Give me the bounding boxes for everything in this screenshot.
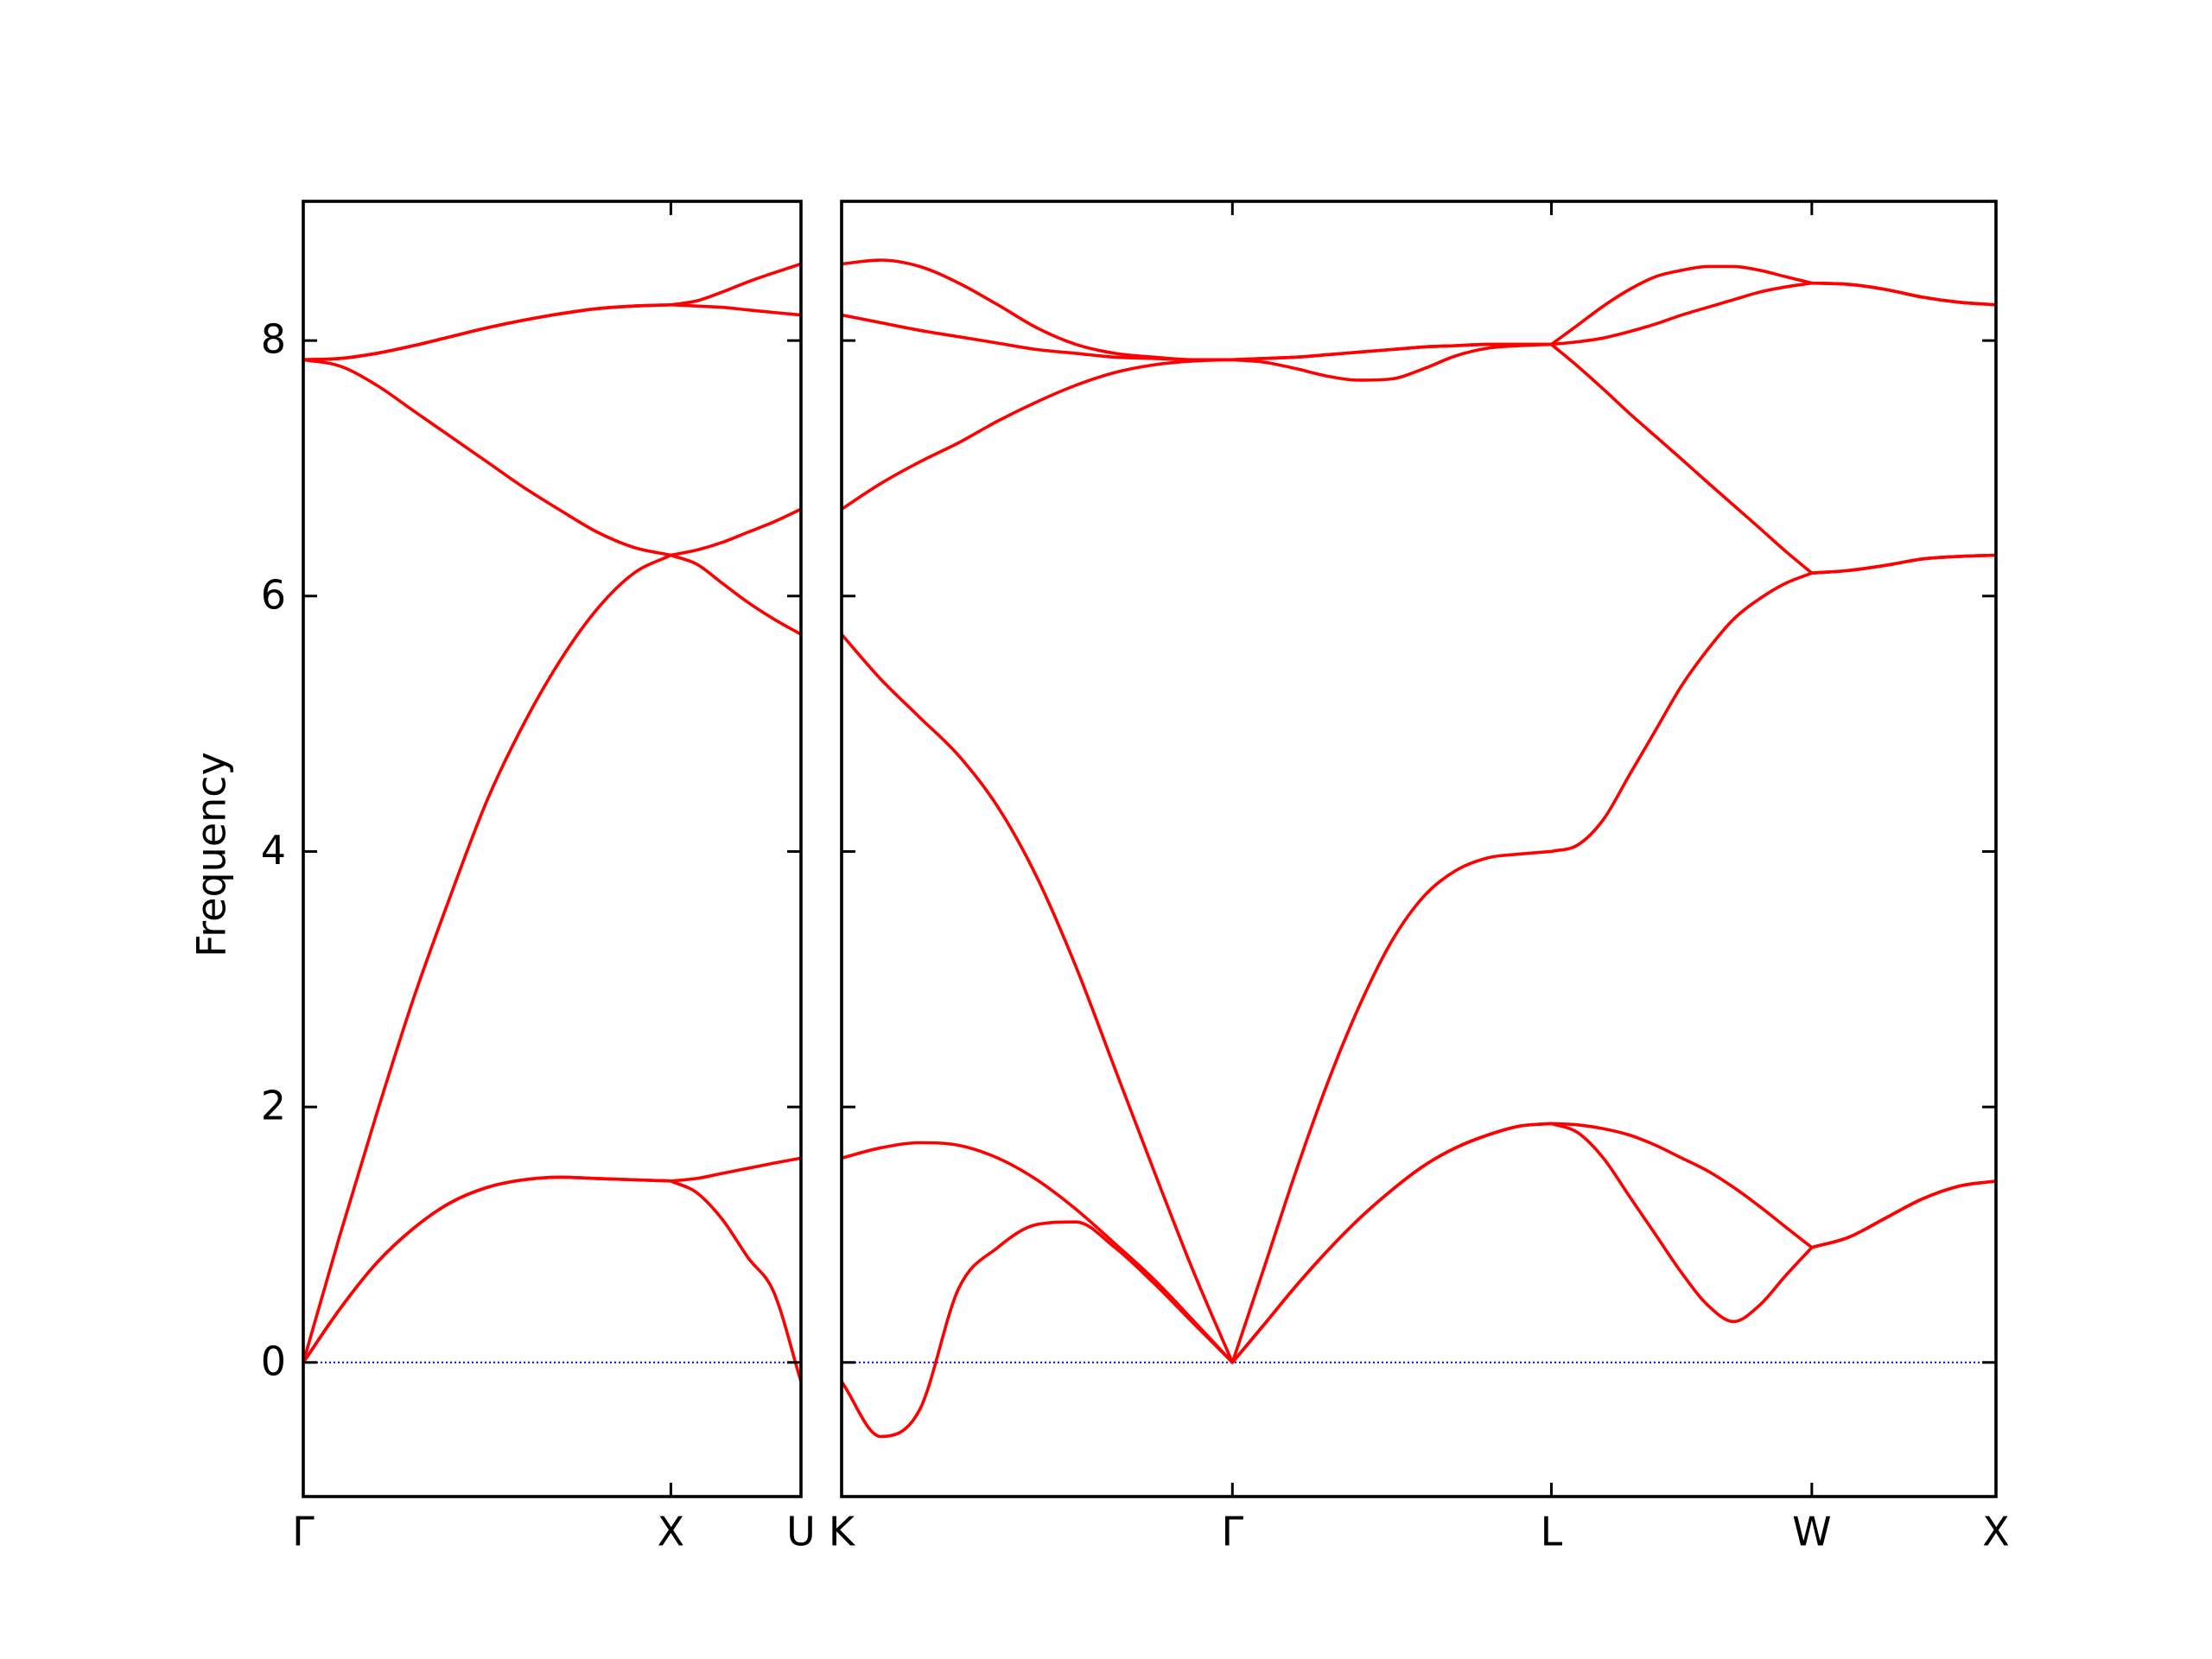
band-line — [303, 262, 801, 362]
plot-frame — [302, 200, 803, 1498]
x-tick-label: L — [1541, 1509, 1563, 1555]
x-tick-label: X — [658, 1509, 685, 1555]
plot-frame — [840, 200, 1998, 1498]
band-line — [303, 302, 801, 362]
band-line — [842, 342, 1996, 575]
y-axis-label: Frequency — [188, 752, 235, 957]
band-line — [303, 1175, 801, 1382]
x-tick-label: X — [1982, 1509, 2010, 1555]
x-tick-label: U — [786, 1509, 816, 1555]
x-tick-label: Γ — [1221, 1509, 1243, 1555]
y-tick-label: 8 — [261, 316, 286, 363]
band-line — [303, 358, 801, 557]
x-tick-label: K — [829, 1509, 856, 1555]
y-tick-label: 6 — [261, 571, 286, 618]
y-tick-label: 4 — [261, 827, 286, 874]
y-tick-label: 2 — [261, 1083, 286, 1129]
band-line — [842, 258, 1996, 362]
band-line — [303, 553, 801, 1363]
y-tick-label: 0 — [261, 1338, 286, 1384]
band-line — [303, 1156, 801, 1363]
x-tick-label: W — [1792, 1509, 1831, 1555]
band-line — [842, 1122, 1996, 1364]
band-line — [842, 553, 1996, 1364]
x-tick-label: Γ — [292, 1509, 315, 1555]
